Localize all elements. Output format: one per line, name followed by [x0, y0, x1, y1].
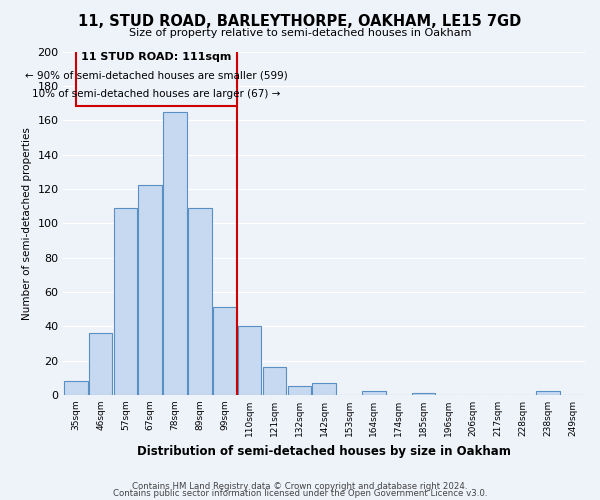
Text: 10% of semi-detached houses are larger (67) →: 10% of semi-detached houses are larger (… [32, 90, 281, 100]
Y-axis label: Number of semi-detached properties: Number of semi-detached properties [22, 127, 32, 320]
Bar [89, 333, 112, 395]
Text: 11, STUD ROAD, BARLEYTHORPE, OAKHAM, LE15 7GD: 11, STUD ROAD, BARLEYTHORPE, OAKHAM, LE1… [79, 14, 521, 29]
Bar [263, 368, 286, 395]
X-axis label: Distribution of semi-detached houses by size in Oakham: Distribution of semi-detached houses by … [137, 444, 511, 458]
Bar [139, 186, 162, 395]
Text: Size of property relative to semi-detached houses in Oakham: Size of property relative to semi-detach… [129, 28, 471, 38]
Bar [536, 392, 560, 395]
Text: Contains HM Land Registry data © Crown copyright and database right 2024.: Contains HM Land Registry data © Crown c… [132, 482, 468, 491]
Bar [238, 326, 262, 395]
FancyBboxPatch shape [76, 41, 237, 106]
Text: 11 STUD ROAD: 111sqm: 11 STUD ROAD: 111sqm [82, 52, 232, 62]
Bar [188, 208, 212, 395]
Bar [113, 208, 137, 395]
Text: ← 90% of semi-detached houses are smaller (599): ← 90% of semi-detached houses are smalle… [25, 70, 288, 81]
Text: Contains public sector information licensed under the Open Government Licence v3: Contains public sector information licen… [113, 490, 487, 498]
Bar [213, 308, 236, 395]
Bar [287, 386, 311, 395]
Bar [313, 383, 336, 395]
Bar [362, 392, 386, 395]
Bar [163, 112, 187, 395]
Bar [64, 381, 88, 395]
Bar [412, 393, 436, 395]
